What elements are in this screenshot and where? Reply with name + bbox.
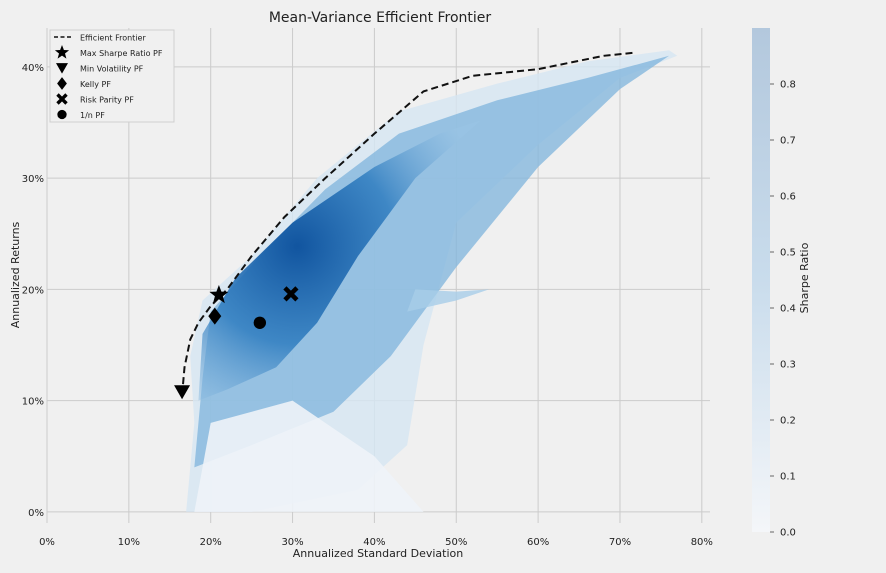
colorbar-tick-label: 0.4 — [780, 304, 796, 315]
colorbar: 0.0 0.1 0.2 0.3 0.4 0.5 0.6 0.7 0.8 — [752, 28, 796, 539]
legend-marker-x — [56, 93, 68, 105]
frontier-layer — [181, 51, 637, 396]
efficient-frontier-line — [181, 51, 637, 396]
x-axis-label: Annualized Standard Deviation — [293, 547, 463, 560]
portfolio-markers — [174, 285, 299, 400]
x-tick-label: 80% — [691, 537, 713, 548]
colorbar-tick-label: 0.5 — [780, 248, 796, 259]
legend-label: Kelly PF — [80, 80, 111, 89]
x-tick-label: 70% — [609, 537, 631, 548]
colorbar-tick-label: 0.6 — [780, 192, 796, 203]
x-tick-label: 40% — [363, 537, 385, 548]
legend-box — [49, 29, 175, 123]
x-tick-label: 50% — [445, 537, 467, 548]
colorbar-tick-label: 0.1 — [780, 472, 796, 483]
x-tick-label: 0% — [39, 537, 55, 548]
cloud-spur — [407, 289, 489, 312]
y-tick-label: 10% — [22, 397, 44, 408]
portfolio-marker-circle — [253, 316, 267, 329]
colorbar-tick-label: 0.0 — [780, 528, 796, 539]
y-tick-label: 0% — [28, 508, 44, 519]
legend-label: Risk Parity PF — [80, 96, 134, 105]
legend-label: Min Volatility PF — [80, 65, 144, 74]
legend-marker-star — [54, 45, 70, 59]
y-tick-label: 20% — [22, 285, 44, 296]
portfolio-marker-triangle-down — [174, 385, 191, 400]
colorbar-tick-label: 0.8 — [780, 80, 796, 91]
y-axis-label: Annualized Returns — [9, 221, 22, 328]
colorbar-tick-label: 0.3 — [780, 360, 796, 371]
portfolio-marker-x — [283, 286, 299, 302]
cloud-core — [198, 120, 481, 401]
legend-marker-circle — [57, 109, 67, 120]
y-tick-labels: 0% 10% 20% 30% 40% — [22, 63, 44, 519]
x-tick-label: 10% — [118, 537, 140, 548]
x-tick-labels: 0% 10% 20% 30% 40% 50% 60% 70% 80% — [39, 537, 713, 548]
x-tick-label: 60% — [527, 537, 549, 548]
legend-marker-diamond — [57, 77, 67, 90]
colorbar-gradient — [752, 28, 770, 532]
colorbar-tick-label: 0.2 — [780, 416, 796, 427]
legend-label: Max Sharpe Ratio PF — [80, 49, 163, 58]
colorbar-tick-label: 0.7 — [780, 136, 796, 147]
x-tick-label: 20% — [200, 537, 222, 548]
portfolio-cloud — [186, 50, 678, 512]
y-tick-label: 40% — [22, 63, 44, 74]
legend: Efficient Frontier Max Sharpe Ratio PF Min… — [49, 29, 175, 123]
portfolio-marker-diamond — [208, 307, 222, 325]
chart-title: Mean-Variance Efficient Frontier — [269, 10, 492, 26]
legend-label: 1/n PF — [80, 111, 105, 120]
legend-marker-triangle-down — [56, 63, 68, 74]
colorbar-label: Sharpe Ratio — [798, 242, 811, 313]
cloud-low — [194, 400, 424, 512]
legend-label: Efficient Frontier — [80, 34, 146, 43]
portfolio-marker-star — [209, 285, 229, 304]
x-tick-label: 30% — [281, 537, 303, 548]
y-tick-label: 30% — [22, 174, 44, 185]
cloud-mid — [194, 55, 670, 468]
